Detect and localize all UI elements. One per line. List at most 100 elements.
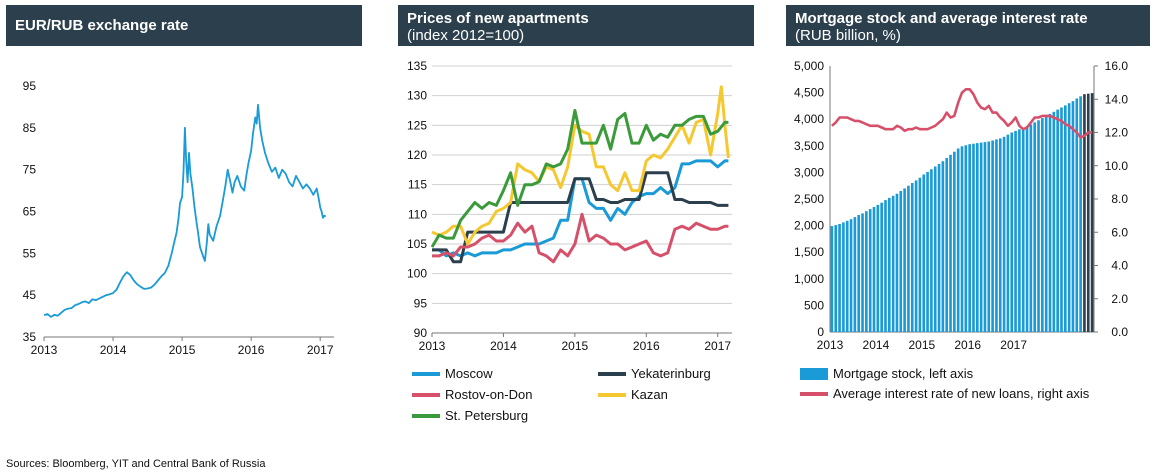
y-tick-label: 110 bbox=[408, 207, 427, 221]
legend-swatch bbox=[412, 392, 440, 397]
mortgage-stock-bar bbox=[907, 185, 910, 332]
mortgage-stock-bar bbox=[857, 215, 861, 332]
mortgage-stock-bar bbox=[930, 169, 933, 332]
mortgage-stock-bar bbox=[895, 193, 899, 332]
mortgage-stock-bar bbox=[887, 197, 891, 332]
legend-label: Moscow bbox=[445, 366, 493, 381]
mortgage-stock-bar bbox=[1083, 94, 1086, 332]
apartment-prices-chart: 90 95 100 105 110 115 120 125 130 135 2013 2014 2015… bbox=[407, 59, 732, 353]
interest-rate-line bbox=[831, 87, 1093, 139]
legend-label: Average interest rate of new loans, righ… bbox=[833, 386, 1090, 401]
y-tick-label: 4,500 bbox=[794, 86, 824, 100]
mortgage-stock-bar bbox=[941, 161, 945, 332]
y-tick-label: 90 bbox=[414, 326, 428, 340]
mortgage-stock-bar bbox=[910, 183, 914, 332]
legend-item-mortgage-stock: Mortgage stock, left axis bbox=[800, 366, 973, 381]
mortgage-stock-bar bbox=[842, 222, 845, 332]
y2-tick-label: 2.0 bbox=[1111, 292, 1128, 306]
mortgage-stock-bar bbox=[1060, 107, 1063, 332]
series-line-yekaterinburg bbox=[432, 171, 729, 264]
x-tick-label: 2016 bbox=[954, 338, 981, 352]
y-tick-label: 115 bbox=[408, 178, 427, 192]
mortgage-stock-bar bbox=[1002, 136, 1006, 332]
x-tick-label: 2013 bbox=[419, 339, 446, 353]
y-tick-label: 45 bbox=[23, 288, 37, 302]
legend-label: Yekaterinburg bbox=[631, 366, 711, 381]
y2-tick-label: 4.0 bbox=[1111, 259, 1128, 273]
legend-item-st-petersburg: St. Petersburg bbox=[412, 408, 528, 423]
mortgage-stock-bar bbox=[1033, 122, 1037, 333]
mortgage-stock-bar bbox=[960, 146, 964, 332]
x-tick-label: 2015 bbox=[908, 338, 935, 352]
mortgage-stock-bar bbox=[1021, 127, 1025, 332]
mortgage-stock-bar bbox=[956, 148, 960, 332]
mortgage-stock-bar bbox=[1056, 109, 1059, 332]
mortgage-stock-bar bbox=[998, 138, 1002, 332]
mortgage-stock-bar bbox=[1063, 105, 1067, 333]
mortgage-stock-bar bbox=[884, 200, 887, 332]
mortgage-stock-bar bbox=[1090, 93, 1094, 332]
y-tick-label: 2,000 bbox=[794, 219, 824, 233]
x-tick-label: 2015 bbox=[169, 343, 196, 357]
mortgage-stock-bar bbox=[964, 145, 968, 332]
legend-label: Kazan bbox=[631, 387, 668, 402]
mortgage-stock-bar bbox=[865, 211, 868, 332]
mortgage-stock-bar bbox=[1010, 132, 1014, 332]
mortgage-stock-bar bbox=[953, 151, 956, 332]
eurrub-panel: EUR/RUB exchange rate 35 45 55 65 75 85 95 2013… bbox=[6, 0, 362, 456]
mortgage-stock-bar bbox=[830, 226, 834, 332]
x-tick-label: 2016 bbox=[238, 343, 265, 357]
x-tick-label: 2013 bbox=[31, 343, 58, 357]
legend-swatch bbox=[412, 413, 440, 418]
y-tick-label: 1,500 bbox=[794, 245, 824, 259]
mortgage-stock-bar bbox=[995, 139, 998, 332]
mortgage-stock-bar bbox=[1052, 111, 1056, 332]
y-tick-label: 3,000 bbox=[794, 165, 824, 179]
mortgage-stock-bar bbox=[861, 213, 864, 332]
apartment-chart-header: Prices of new apartments (index 2012=100… bbox=[398, 5, 754, 46]
x-tick-label: 2014 bbox=[100, 343, 127, 357]
mortgage-stock-bar bbox=[987, 141, 991, 332]
mortgage-chart-header: Mortgage stock and average interest rate… bbox=[786, 5, 1150, 46]
mortgage-stock-bar bbox=[979, 142, 983, 332]
series-line-rostov-on-don bbox=[432, 212, 729, 264]
x-tick-label: 2016 bbox=[633, 339, 660, 353]
series-line-st-petersburg bbox=[430, 109, 729, 248]
x-tick-label: 2015 bbox=[562, 339, 589, 353]
y-tick-label: 130 bbox=[407, 89, 427, 103]
legend-swatch bbox=[412, 371, 440, 376]
mortgage-stock-bar bbox=[1067, 103, 1071, 332]
y-tick-label: 100 bbox=[407, 267, 427, 281]
y-tick-label: 0 bbox=[817, 325, 824, 339]
mortgage-stock-bar bbox=[1006, 134, 1010, 332]
legend-swatch bbox=[598, 371, 626, 376]
mortgage-stock-bar bbox=[838, 224, 841, 332]
legend-swatch bbox=[598, 392, 626, 397]
mortgage-stock-bar bbox=[926, 171, 929, 332]
eurrub-chart-header: EUR/RUB exchange rate bbox=[6, 5, 362, 46]
apartment-prices-panel: Prices of new apartments (index 2012=100… bbox=[398, 0, 754, 456]
mortgage-stock-bar bbox=[945, 158, 949, 332]
y2-tick-label: 6.0 bbox=[1111, 225, 1128, 239]
y-tick-label: 35 bbox=[23, 330, 37, 344]
mortgage-stock-bar bbox=[968, 144, 971, 332]
x-tick-label: 2017 bbox=[307, 343, 334, 357]
mortgage-stock-bar bbox=[918, 177, 922, 332]
y-tick-label: 500 bbox=[804, 298, 824, 312]
y-tick-label: 85 bbox=[23, 121, 37, 135]
mortgage-stock-bar bbox=[949, 154, 952, 332]
legend-item-kazan: Kazan bbox=[598, 387, 668, 402]
mortgage-stock-bar bbox=[1037, 120, 1040, 332]
y-tick-label: 95 bbox=[23, 79, 37, 93]
y-tick-label: 65 bbox=[23, 205, 37, 219]
mortgage-stock-bar bbox=[1029, 124, 1033, 332]
y2-tick-label: 0.0 bbox=[1111, 325, 1128, 339]
y2-tick-label: 10.0 bbox=[1105, 159, 1129, 173]
y-tick-label: 95 bbox=[414, 296, 428, 310]
mortgage-stock-bar bbox=[868, 209, 872, 332]
y-tick-label: 135 bbox=[407, 59, 427, 73]
mortgage-stock-bar bbox=[1071, 101, 1075, 332]
legend-label: Rostov-on-Don bbox=[445, 387, 533, 402]
y2-tick-label: 14.0 bbox=[1105, 92, 1129, 106]
mortgage-stock-bar bbox=[872, 207, 876, 332]
